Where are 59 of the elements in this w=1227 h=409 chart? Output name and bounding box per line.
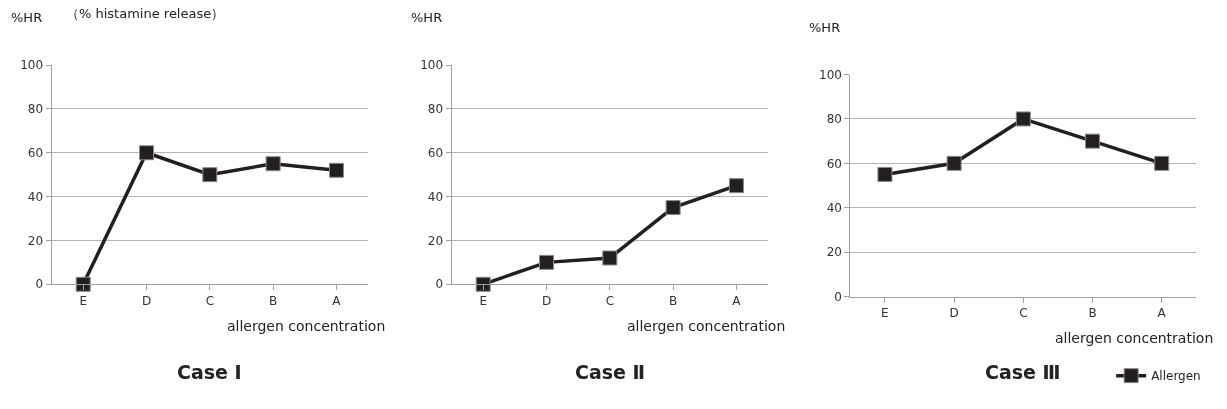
y-tick-label: 60 (427, 145, 444, 160)
point (1154, 155, 1170, 171)
x-tick-label: E (79, 293, 87, 308)
y-tick-label: 20 (427, 233, 444, 248)
x-tick-label: E (479, 293, 487, 308)
y-tick-label: 40 (427, 189, 444, 204)
point (75, 276, 91, 292)
y-axis-title: %HR (411, 10, 443, 25)
x-tick-label: D (541, 293, 552, 308)
point (946, 155, 962, 171)
y-tick-label: 100 (819, 67, 842, 82)
text: Case Ⅱ (575, 361, 646, 383)
x-tick-label: B (1088, 305, 1097, 320)
point (1085, 133, 1101, 149)
x-tick-label: B (269, 293, 278, 308)
y-tick-label: 40 (27, 189, 44, 204)
x-tick-label: E (881, 305, 889, 320)
y-tick-label: 0 (834, 289, 842, 304)
y-tick-label: 60 (27, 145, 44, 160)
y-tick-label: 100 (20, 58, 44, 73)
x-tick-label: A (732, 293, 742, 308)
y-axis-title: %HR (809, 20, 841, 35)
y-tick-label: 60 (826, 156, 842, 171)
point (139, 145, 154, 161)
point (1015, 111, 1031, 127)
point (877, 166, 893, 182)
point (539, 254, 555, 270)
y-tick-label: 80 (27, 102, 44, 117)
y-tick-label: 80 (427, 102, 444, 117)
y-tick-label: 0 (435, 277, 444, 292)
x-axis-title: allergen concentration (227, 318, 386, 334)
x-tick-label: C (205, 293, 215, 308)
y-tick-label: 100 (420, 58, 444, 73)
x-tick-label: D (949, 305, 959, 320)
y-tick-label: 0 (35, 277, 44, 292)
text: Case Ⅰ (177, 361, 242, 383)
x-tick-label: D (141, 293, 152, 308)
y-tick-label: 20 (27, 233, 44, 248)
point (602, 250, 618, 266)
x-tick-label: A (332, 293, 342, 308)
x-tick-label: A (1157, 305, 1167, 320)
x-axis-title: allergen concentration (627, 318, 786, 334)
point (265, 156, 281, 172)
point (728, 178, 744, 194)
point (665, 200, 681, 216)
text: Case Ⅲ (985, 361, 1061, 383)
y-tick-label: 80 (826, 112, 842, 127)
chart-subtitle: （% histamine release） (66, 6, 225, 21)
x-tick-label: C (605, 293, 615, 308)
x-axis-title: allergen concentration (1055, 330, 1214, 346)
y-axis-title: %HR (11, 10, 43, 25)
x-tick-label: C (1019, 305, 1028, 320)
point (202, 167, 218, 183)
y-tick-label: 40 (826, 200, 842, 215)
legend-label: Allergen (1151, 369, 1201, 384)
y-tick-label: 20 (826, 245, 842, 260)
x-tick-label: B (669, 293, 678, 308)
point (328, 162, 344, 178)
point (475, 276, 491, 292)
